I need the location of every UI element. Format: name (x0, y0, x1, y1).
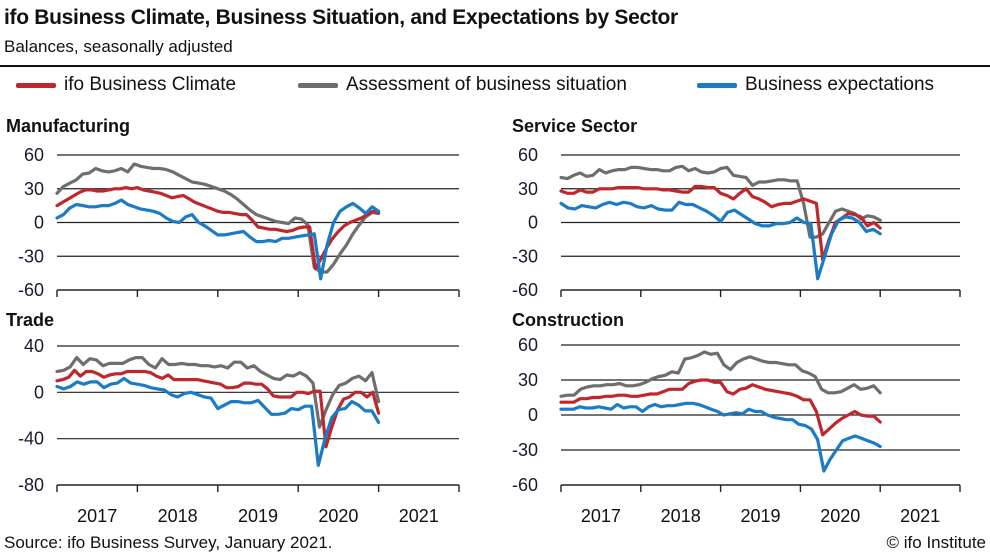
series-line-expectations-service (559, 200, 882, 281)
x-tick-label-construction: 2019 (740, 506, 780, 526)
legend-label-expectations: Business expectations (745, 74, 935, 95)
y-tick-label-service: -60 (512, 280, 538, 300)
y-tick-label-construction: 30 (518, 370, 538, 390)
y-tick-label-service: -30 (512, 246, 538, 266)
y-tick-label-trade: 0 (34, 382, 44, 402)
series-line-climate-construction (559, 378, 882, 437)
y-tick-label-manufacturing: -30 (18, 246, 44, 266)
x-tick-label-construction: 2021 (900, 506, 940, 526)
legend-swatch-expectations (697, 82, 737, 88)
series-line-situation-manufacturing (55, 162, 381, 274)
panel-title-service: Service Sector (512, 116, 638, 136)
x-tick-label-trade: 2018 (158, 506, 198, 526)
header-divider (0, 65, 990, 67)
legend-item-climate: ifo Business Climate (16, 74, 236, 96)
y-tick-label-manufacturing: -60 (18, 280, 44, 300)
panel-title-construction: Construction (512, 310, 624, 330)
copyright-note: © ifo Institute (886, 533, 986, 552)
y-tick-label-construction: -30 (512, 440, 538, 460)
x-tick-label-trade: 2021 (399, 506, 439, 526)
x-tick-label-trade: 2019 (238, 506, 278, 526)
y-tick-label-service: 30 (518, 179, 538, 199)
legend-item-situation: Assessment of business situation (298, 74, 627, 96)
y-tick-label-service: 0 (528, 213, 538, 233)
legend: ifo Business Climate Assessment of busin… (0, 74, 990, 100)
y-tick-label-service: 60 (518, 145, 538, 165)
y-tick-label-construction: -60 (512, 475, 538, 495)
legend-label-climate: ifo Business Climate (64, 74, 237, 95)
series-line-expectations-trade (55, 376, 381, 467)
y-tick-label-construction: 0 (528, 405, 538, 425)
y-tick-label-manufacturing: 60 (24, 145, 44, 165)
legend-swatch-situation (298, 82, 338, 88)
panel-title-trade: Trade (6, 310, 55, 330)
source-note: Source: ifo Business Survey, January 202… (4, 533, 333, 552)
legend-swatch-climate (16, 82, 56, 88)
x-tick-label-trade: 2020 (318, 506, 358, 526)
x-tick-label-construction: 2018 (661, 506, 701, 526)
series-line-situation-service (559, 164, 882, 239)
x-tick-label-construction: 2020 (820, 506, 860, 526)
y-tick-label-manufacturing: 30 (24, 179, 44, 199)
x-tick-label-construction: 2017 (581, 506, 621, 526)
panel-title-manufacturing: Manufacturing (6, 116, 130, 136)
y-tick-label-trade: -40 (18, 429, 44, 449)
chart-title: ifo Business Climate, Business Situation… (4, 6, 678, 29)
chart-subtitle: Balances, seasonally adjusted (4, 37, 233, 56)
legend-item-expectations: Business expectations (697, 74, 934, 96)
y-tick-label-trade: -80 (18, 475, 44, 495)
series-line-expectations-construction (559, 401, 882, 473)
x-tick-label-trade: 2017 (77, 506, 117, 526)
series-line-expectations-manufacturing (55, 198, 381, 281)
y-tick-label-manufacturing: 0 (34, 213, 44, 233)
y-tick-label-trade: 40 (24, 336, 44, 356)
y-tick-label-construction: 60 (518, 335, 538, 355)
series-line-situation-trade (55, 356, 381, 429)
series-line-situation-construction (559, 350, 882, 398)
legend-label-situation: Assessment of business situation (346, 74, 627, 95)
